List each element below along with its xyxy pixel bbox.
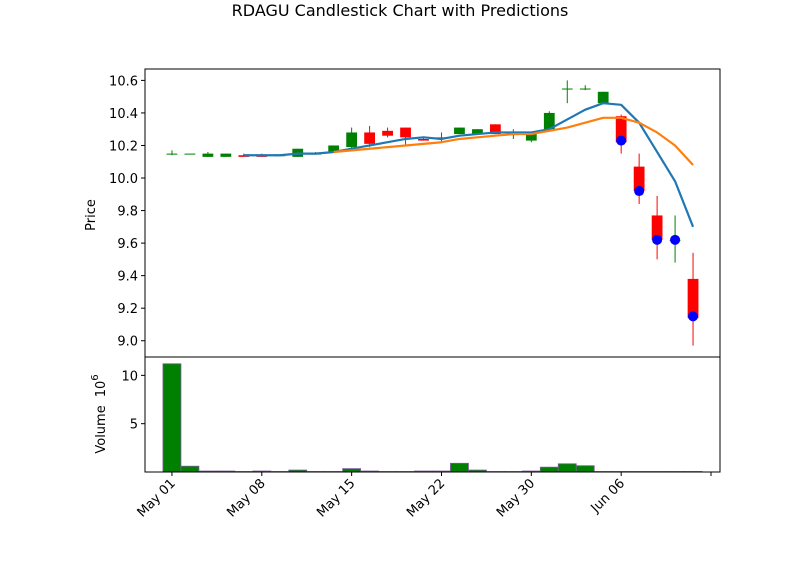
price-y-tick-label: 10.6	[109, 74, 138, 89]
candle-body	[651, 215, 663, 240]
candle-body	[418, 138, 429, 141]
price-y-tick-label: 9.2	[117, 302, 138, 317]
prediction-marker	[652, 234, 663, 245]
volume-bar	[450, 462, 469, 473]
volume-panel: 510 Volume106	[90, 356, 721, 473]
candle-body	[184, 153, 196, 155]
volume-label-base: 10	[94, 381, 109, 398]
price-y-tick-label: 10.0	[109, 172, 138, 187]
volume-label-text: Volume	[94, 405, 109, 453]
candle-body	[220, 153, 232, 157]
candle-body	[328, 145, 340, 152]
candle-body	[202, 153, 214, 157]
price-y-tick-label: 10.4	[109, 107, 138, 122]
volume-plot-area	[162, 363, 703, 473]
candle-body	[346, 132, 358, 148]
candle-body	[579, 88, 591, 90]
volume-bar	[575, 465, 595, 473]
volume-y-label: Volume 106	[90, 374, 109, 453]
candle-body	[454, 127, 465, 135]
candle-body	[687, 278, 699, 318]
volume-y-axis: 5 10	[121, 369, 145, 433]
candle-body	[472, 129, 483, 135]
volume-bar	[180, 465, 200, 473]
series-line-1	[243, 102, 695, 228]
volume-bar	[162, 363, 182, 473]
prediction-marker	[670, 234, 681, 245]
prediction-marker	[634, 186, 645, 197]
price-y-tick-label: 9.0	[117, 335, 138, 350]
price-y-tick-label: 9.4	[117, 270, 138, 285]
volume-bar	[557, 463, 577, 473]
candle-body	[597, 91, 609, 104]
candle-body	[382, 130, 393, 136]
volume-axes-frame	[144, 356, 721, 473]
prediction-marker	[688, 311, 699, 322]
price-y-tick-label: 10.2	[109, 139, 138, 154]
chart-title: RDAGU Candlestick Chart with Predictions	[232, 1, 569, 20]
volume-bar	[342, 468, 362, 473]
candle-body	[490, 124, 501, 135]
svg-text:Volume106: Volume 106	[90, 374, 109, 453]
candle-body	[400, 127, 411, 138]
price-y-label: Price	[84, 199, 99, 231]
candle-body	[238, 155, 250, 157]
volume-label-exponent: 6	[90, 374, 101, 380]
prediction-marker	[616, 135, 627, 146]
candle-body	[561, 88, 573, 90]
price-y-axis: 9.0 9.2 9.4 9.6 9.8 10.0 10.2 10.4 10.6	[109, 74, 145, 350]
candle-body	[166, 153, 178, 155]
candle-body	[633, 166, 645, 192]
price-y-tick-label: 9.6	[117, 237, 138, 252]
candle-body	[615, 116, 627, 143]
volume-bar	[539, 466, 559, 473]
candle-body	[525, 134, 537, 141]
series-line-2	[333, 116, 694, 166]
candle-body	[364, 132, 375, 144]
volume-y-tick-label: 10	[121, 369, 138, 384]
volume-y-tick-label: 5	[130, 418, 138, 433]
candle-body	[543, 112, 555, 130]
price-panel: 9.0 9.2 9.4 9.6 9.8 10.0 10.2 10.4 10.6 Price	[84, 68, 721, 358]
price-plot-area	[166, 80, 699, 346]
price-y-tick-label: 9.8	[117, 205, 138, 220]
